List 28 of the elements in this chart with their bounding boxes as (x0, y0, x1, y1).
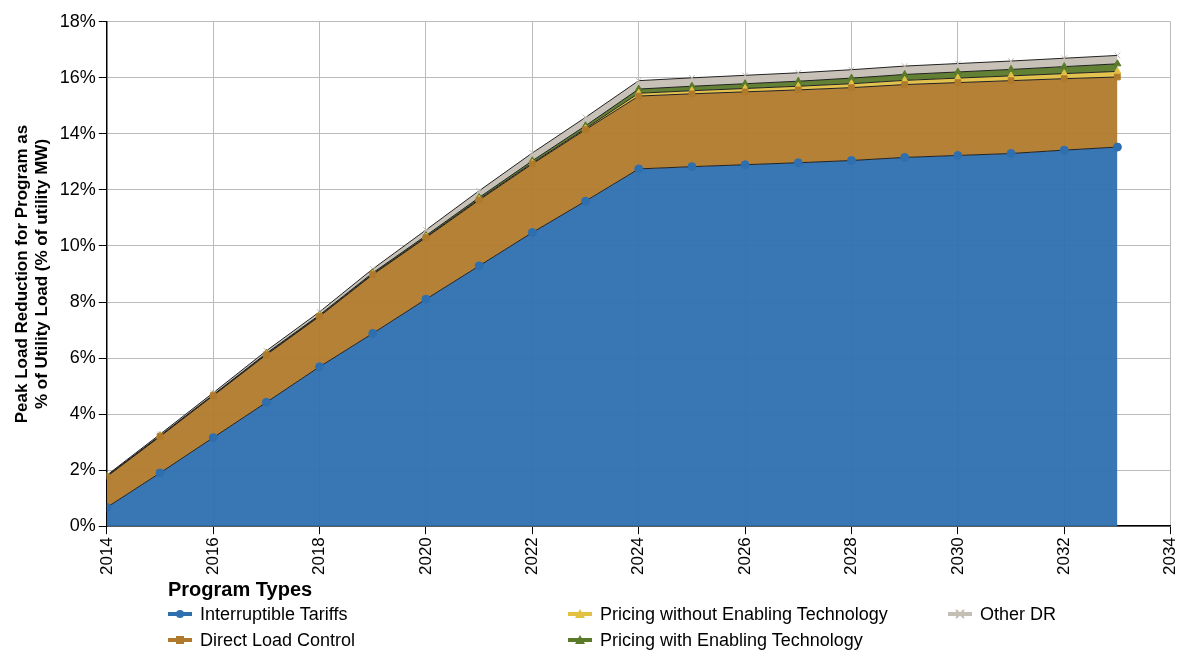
y-axis-title: Peak Load Reduction for Program as % of Utility Load (% of utility MW) (11, 124, 52, 424)
y-tick-label: 18% (59, 10, 96, 31)
legend-title: Program Types (168, 578, 314, 601)
y-tick-label: 12% (59, 178, 96, 199)
y-tick-label: 16% (59, 66, 96, 87)
y-tick-label: 2% (69, 459, 96, 480)
x-tick-label: 2020 (415, 537, 435, 576)
y-tick-label: 10% (59, 234, 96, 255)
y-tick-label: 4% (69, 403, 96, 424)
legend-label: Pricing without Enabling Technology (600, 603, 888, 625)
x-tick-label: 2034 (1160, 537, 1180, 576)
x-tick-label: 2028 (841, 537, 861, 576)
legend-label: Interruptible Tariffs (200, 603, 348, 625)
legend-label: Pricing with Enabling Technology (600, 629, 863, 651)
x-tick-label: 2016 (202, 537, 222, 576)
y-tick-label: 8% (69, 290, 96, 311)
legend-label: Direct Load Control (200, 629, 356, 651)
x-tick-label: 2022 (522, 537, 542, 576)
x-tick-label: 2032 (1053, 537, 1073, 576)
x-tick-label: 2014 (96, 537, 116, 576)
y-tick-label: 6% (69, 347, 96, 368)
legend-label: Other DR (980, 603, 1057, 625)
x-tick-label: 2024 (628, 537, 648, 576)
y-tick-label: 14% (59, 122, 96, 143)
x-tick-label: 2030 (947, 537, 967, 576)
x-tick-label: 2018 (309, 537, 329, 576)
y-tick-label: 0% (69, 515, 96, 536)
x-tick-label: 2026 (734, 537, 754, 576)
